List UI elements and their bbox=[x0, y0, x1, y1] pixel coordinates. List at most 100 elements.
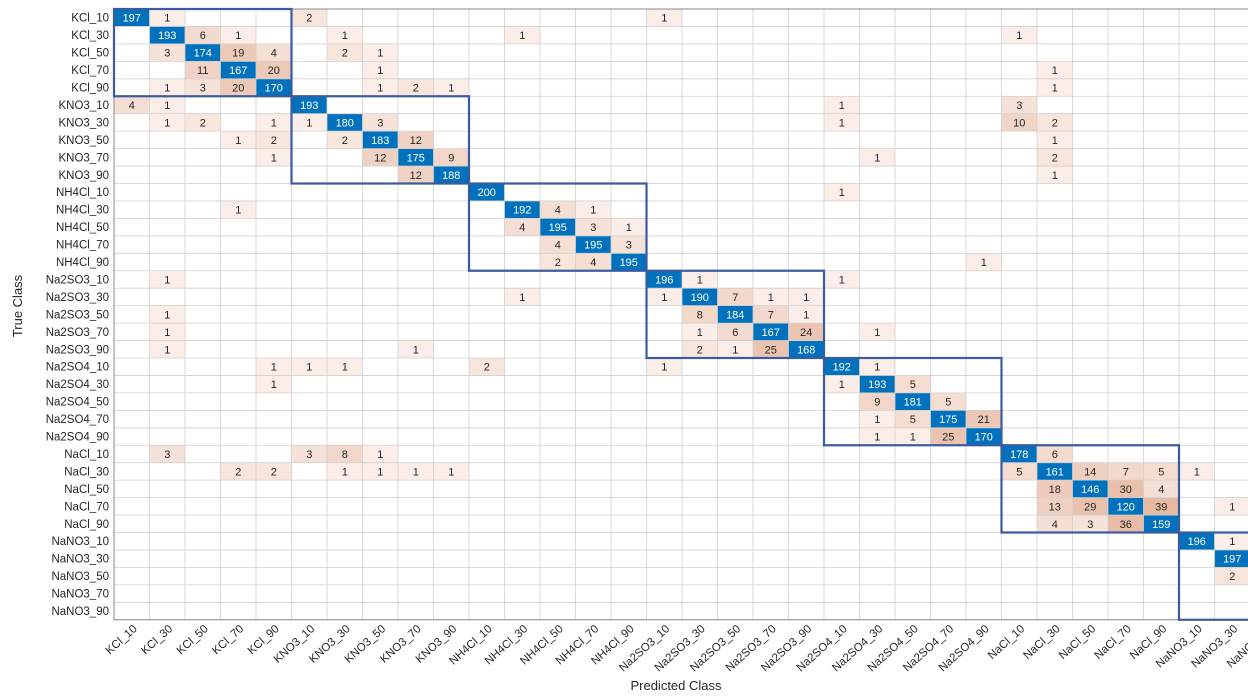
off-diagonal-cell bbox=[540, 253, 576, 271]
cell-value: 6 bbox=[1052, 449, 1058, 461]
cell-value: 193 bbox=[300, 100, 318, 112]
off-diagonal-cell bbox=[859, 392, 895, 411]
cell-value: 39 bbox=[1155, 501, 1167, 513]
cell-value: 159 bbox=[1152, 519, 1170, 531]
cell-value: 170 bbox=[265, 83, 283, 95]
off-diagonal-cell bbox=[859, 358, 895, 376]
cell-value: 1 bbox=[235, 30, 241, 42]
off-diagonal-cell bbox=[256, 43, 292, 62]
diagonal-cell bbox=[1072, 480, 1108, 498]
off-diagonal-cell bbox=[1143, 480, 1179, 498]
cell-value: 1 bbox=[519, 30, 525, 42]
cell-value: 12 bbox=[410, 170, 422, 182]
off-diagonal-cell bbox=[149, 43, 185, 62]
cell-value: 13 bbox=[1049, 501, 1061, 513]
cell-value: 167 bbox=[229, 65, 247, 77]
off-diagonal-cell bbox=[895, 427, 931, 446]
y-tick-label: KNO3_50 bbox=[58, 135, 109, 147]
y-tick-label: NH4Cl_50 bbox=[56, 222, 109, 234]
cell-value: 168 bbox=[797, 344, 815, 356]
off-diagonal-cell bbox=[1179, 462, 1215, 481]
off-diagonal-cell bbox=[859, 427, 895, 446]
cell-value: 1 bbox=[164, 274, 170, 286]
off-diagonal-cell bbox=[433, 78, 469, 97]
off-diagonal-cell bbox=[1214, 567, 1248, 585]
cell-value: 29 bbox=[1084, 501, 1096, 513]
off-diagonal-cell bbox=[256, 61, 292, 79]
group-box-na2so4 bbox=[822, 356, 1003, 447]
off-diagonal-cell bbox=[859, 323, 895, 341]
cell-value: 36 bbox=[1120, 519, 1132, 531]
y-tick-label: Na2SO3_50 bbox=[46, 309, 109, 321]
cell-value: 183 bbox=[371, 135, 389, 147]
off-diagonal-cell bbox=[575, 200, 611, 219]
cell-value: 1 bbox=[306, 362, 312, 374]
off-diagonal-cell bbox=[895, 410, 931, 428]
cell-value: 21 bbox=[978, 414, 990, 426]
cell-value: 197 bbox=[1223, 554, 1241, 566]
off-diagonal-cell bbox=[362, 43, 398, 62]
off-diagonal-cell bbox=[220, 78, 256, 97]
off-diagonal-cell bbox=[753, 305, 789, 324]
cell-value: 1 bbox=[342, 466, 348, 478]
off-diagonal-cell bbox=[185, 26, 221, 44]
off-diagonal-cell bbox=[185, 113, 221, 132]
cell-value: 1 bbox=[271, 379, 277, 391]
diagonal-cell bbox=[1108, 497, 1144, 516]
x-tick-label: KCl_70 bbox=[210, 623, 246, 657]
diagonal-cell bbox=[504, 200, 540, 219]
group-box-nano3 bbox=[1177, 531, 1248, 621]
off-diagonal-cell bbox=[398, 340, 434, 358]
off-diagonal-cell bbox=[220, 131, 256, 149]
cell-value: 195 bbox=[549, 222, 567, 234]
cell-value: 197 bbox=[123, 13, 141, 25]
off-diagonal-cell bbox=[895, 375, 931, 393]
cell-value: 1 bbox=[164, 327, 170, 339]
group-box-nh4cl bbox=[467, 182, 648, 272]
off-diagonal-cell bbox=[291, 445, 327, 463]
off-diagonal-cell bbox=[859, 148, 895, 167]
y-tick-label: KCl_30 bbox=[71, 30, 109, 42]
x-tick-label: KCl_30 bbox=[139, 623, 175, 657]
off-diagonal-cell bbox=[185, 61, 221, 79]
x-tick-label: NaCl_10 bbox=[986, 623, 1027, 662]
off-diagonal-cell bbox=[327, 131, 363, 149]
y-tick-label: Na2SO3_90 bbox=[46, 344, 109, 356]
cell-value: 3 bbox=[626, 240, 632, 252]
cell-value: 2 bbox=[342, 135, 348, 147]
diagonal-cell bbox=[682, 288, 718, 306]
x-axis-label: Predicted Class bbox=[630, 678, 722, 693]
y-tick-label: KNO3_90 bbox=[58, 170, 109, 182]
off-diagonal-cell bbox=[682, 305, 718, 324]
diagonal-cell bbox=[1037, 462, 1073, 481]
cell-value: 1 bbox=[839, 117, 845, 129]
off-diagonal-cell bbox=[930, 427, 966, 446]
off-diagonal-cell bbox=[682, 323, 718, 341]
off-diagonal-cell bbox=[149, 305, 185, 324]
off-diagonal-cell bbox=[327, 462, 363, 481]
cell-value: 9 bbox=[448, 152, 454, 164]
diagonal-cell bbox=[398, 148, 434, 167]
diagonal-cell bbox=[1001, 445, 1037, 463]
off-diagonal-cell bbox=[1037, 497, 1073, 516]
cell-value: 2 bbox=[484, 362, 490, 374]
cell-value: 167 bbox=[762, 327, 780, 339]
cell-value: 1 bbox=[1052, 170, 1058, 182]
cell-value: 1 bbox=[377, 48, 383, 60]
off-diagonal-cell bbox=[930, 392, 966, 411]
cell-value: 170 bbox=[975, 432, 993, 444]
off-diagonal-cell bbox=[1143, 462, 1179, 481]
cell-value: 5 bbox=[945, 397, 951, 409]
cell-value: 1 bbox=[271, 117, 277, 129]
off-diagonal-cell bbox=[327, 445, 363, 463]
cell-value: 196 bbox=[655, 274, 673, 286]
off-diagonal-cell bbox=[1108, 480, 1144, 498]
cell-value: 6 bbox=[732, 327, 738, 339]
off-diagonal-cell bbox=[362, 78, 398, 97]
cell-value: 1 bbox=[342, 30, 348, 42]
off-diagonal-cell bbox=[327, 43, 363, 62]
matrix-frame bbox=[113, 8, 1248, 621]
off-diagonal-cell bbox=[398, 131, 434, 149]
off-diagonal-cell bbox=[575, 253, 611, 271]
cell-value: 1 bbox=[1229, 501, 1235, 513]
